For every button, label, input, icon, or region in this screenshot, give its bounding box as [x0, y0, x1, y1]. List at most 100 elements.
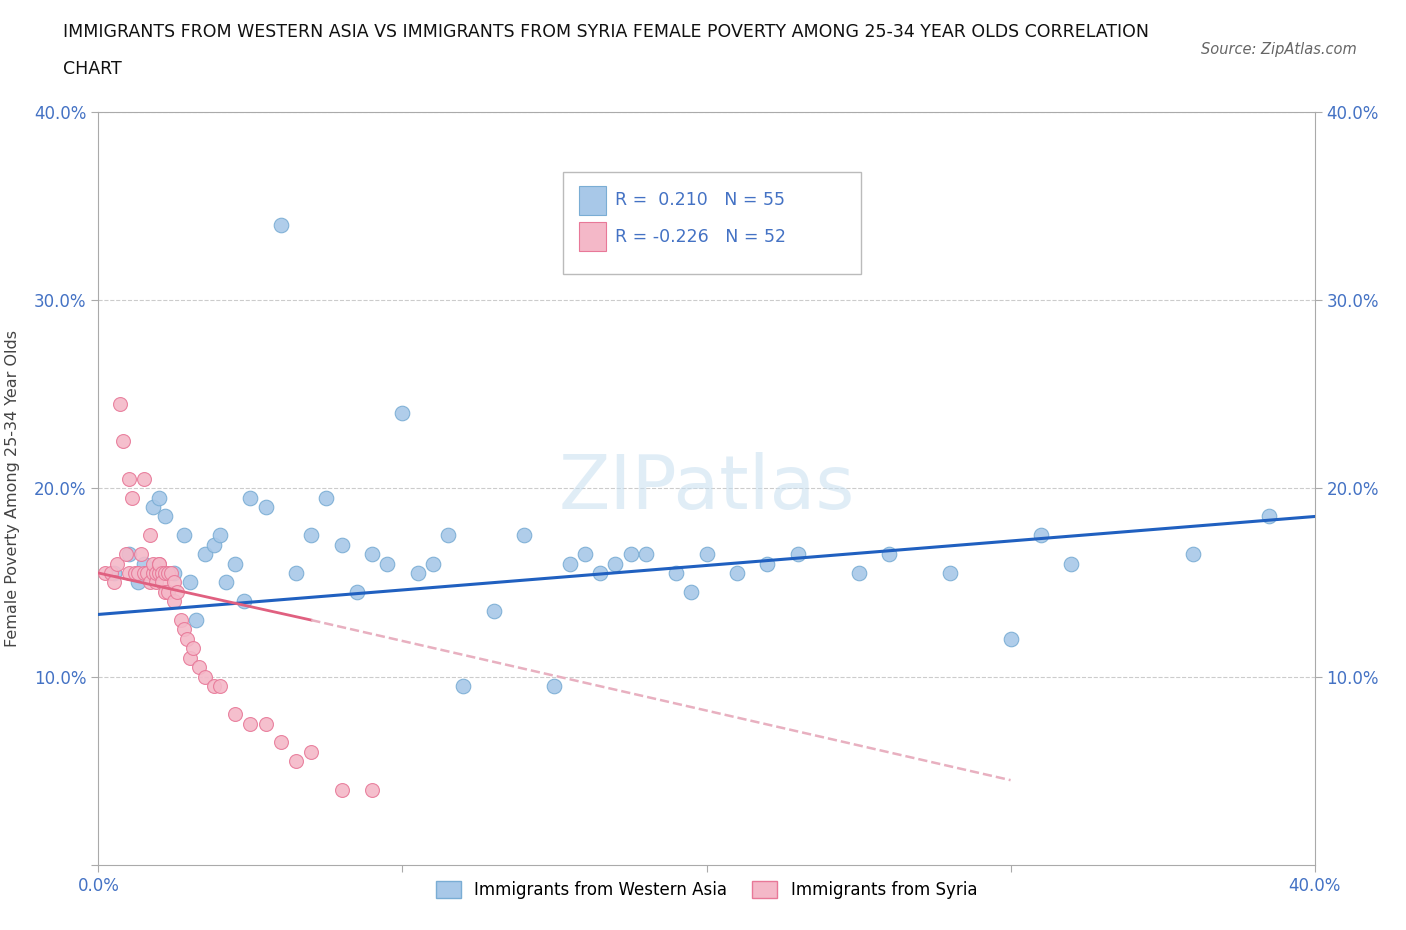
- Point: [215, 575, 238, 590]
- Point: [939, 565, 962, 580]
- Point: [1029, 528, 1052, 543]
- Point: [1258, 509, 1281, 524]
- Point: [665, 565, 688, 580]
- Point: [145, 565, 167, 580]
- Point: [111, 433, 134, 448]
- Bar: [579, 186, 606, 215]
- Point: [155, 584, 177, 599]
- Point: [132, 556, 155, 571]
- Point: [150, 575, 173, 590]
- Point: [848, 565, 870, 580]
- Point: [202, 538, 225, 552]
- Point: [157, 584, 180, 599]
- Point: [129, 547, 152, 562]
- Point: [142, 565, 165, 580]
- Point: [176, 631, 198, 646]
- Point: [132, 472, 155, 486]
- Point: [127, 575, 149, 590]
- Point: [187, 659, 209, 674]
- Point: [299, 528, 322, 543]
- Point: [315, 490, 337, 505]
- Point: [163, 575, 186, 590]
- Point: [173, 528, 195, 543]
- Point: [148, 490, 170, 505]
- Point: [605, 556, 627, 571]
- Point: [184, 613, 207, 628]
- Point: [114, 547, 136, 562]
- Point: [270, 735, 292, 750]
- Point: [179, 650, 201, 665]
- Point: [103, 565, 125, 580]
- Point: [285, 754, 308, 769]
- Point: [1182, 547, 1205, 562]
- Point: [166, 584, 188, 599]
- Point: [103, 575, 125, 590]
- Point: [543, 679, 565, 694]
- Point: [108, 396, 131, 411]
- Point: [173, 622, 195, 637]
- Point: [139, 528, 162, 543]
- Point: [681, 584, 703, 599]
- Point: [437, 528, 460, 543]
- Text: CHART: CHART: [63, 60, 122, 78]
- Point: [148, 556, 170, 571]
- Point: [163, 594, 186, 609]
- Point: [725, 565, 748, 580]
- Point: [786, 547, 808, 562]
- Point: [696, 547, 718, 562]
- Legend: Immigrants from Western Asia, Immigrants from Syria: Immigrants from Western Asia, Immigrants…: [429, 874, 984, 906]
- Point: [239, 490, 262, 505]
- Point: [330, 782, 353, 797]
- Point: [361, 547, 384, 562]
- Point: [100, 565, 122, 580]
- Point: [209, 679, 232, 694]
- Point: [1060, 556, 1083, 571]
- Point: [877, 547, 900, 562]
- Point: [148, 565, 170, 580]
- Point: [634, 547, 657, 562]
- Point: [375, 556, 398, 571]
- Point: [558, 556, 581, 571]
- Point: [589, 565, 612, 580]
- Text: R =  0.210   N = 55: R = 0.210 N = 55: [616, 192, 786, 209]
- Point: [179, 575, 201, 590]
- Point: [1000, 631, 1022, 646]
- Point: [150, 565, 173, 580]
- Point: [202, 679, 225, 694]
- Point: [224, 707, 246, 722]
- Point: [330, 538, 353, 552]
- Point: [105, 556, 128, 571]
- Text: ZIPatlas: ZIPatlas: [558, 452, 855, 525]
- Point: [139, 575, 162, 590]
- Point: [132, 565, 155, 580]
- Point: [194, 547, 217, 562]
- Point: [127, 565, 149, 580]
- Point: [169, 613, 191, 628]
- Point: [118, 472, 141, 486]
- Point: [155, 565, 177, 580]
- Point: [163, 565, 186, 580]
- Point: [391, 405, 413, 420]
- Point: [209, 528, 232, 543]
- Point: [148, 556, 170, 571]
- Point: [157, 565, 180, 580]
- Point: [160, 565, 183, 580]
- Text: IMMIGRANTS FROM WESTERN ASIA VS IMMIGRANTS FROM SYRIA FEMALE POVERTY AMONG 25-34: IMMIGRANTS FROM WESTERN ASIA VS IMMIGRAN…: [63, 23, 1149, 41]
- Point: [270, 217, 292, 232]
- Y-axis label: Female Poverty Among 25-34 Year Olds: Female Poverty Among 25-34 Year Olds: [6, 330, 20, 646]
- Point: [145, 575, 167, 590]
- Point: [574, 547, 596, 562]
- Point: [346, 584, 368, 599]
- Point: [756, 556, 779, 571]
- Point: [181, 641, 204, 656]
- Point: [124, 565, 146, 580]
- Point: [254, 716, 277, 731]
- FancyBboxPatch shape: [562, 172, 860, 273]
- Point: [118, 565, 141, 580]
- Bar: [579, 222, 606, 251]
- Point: [482, 604, 505, 618]
- Point: [118, 547, 141, 562]
- Point: [406, 565, 429, 580]
- Point: [239, 716, 262, 731]
- Point: [194, 670, 217, 684]
